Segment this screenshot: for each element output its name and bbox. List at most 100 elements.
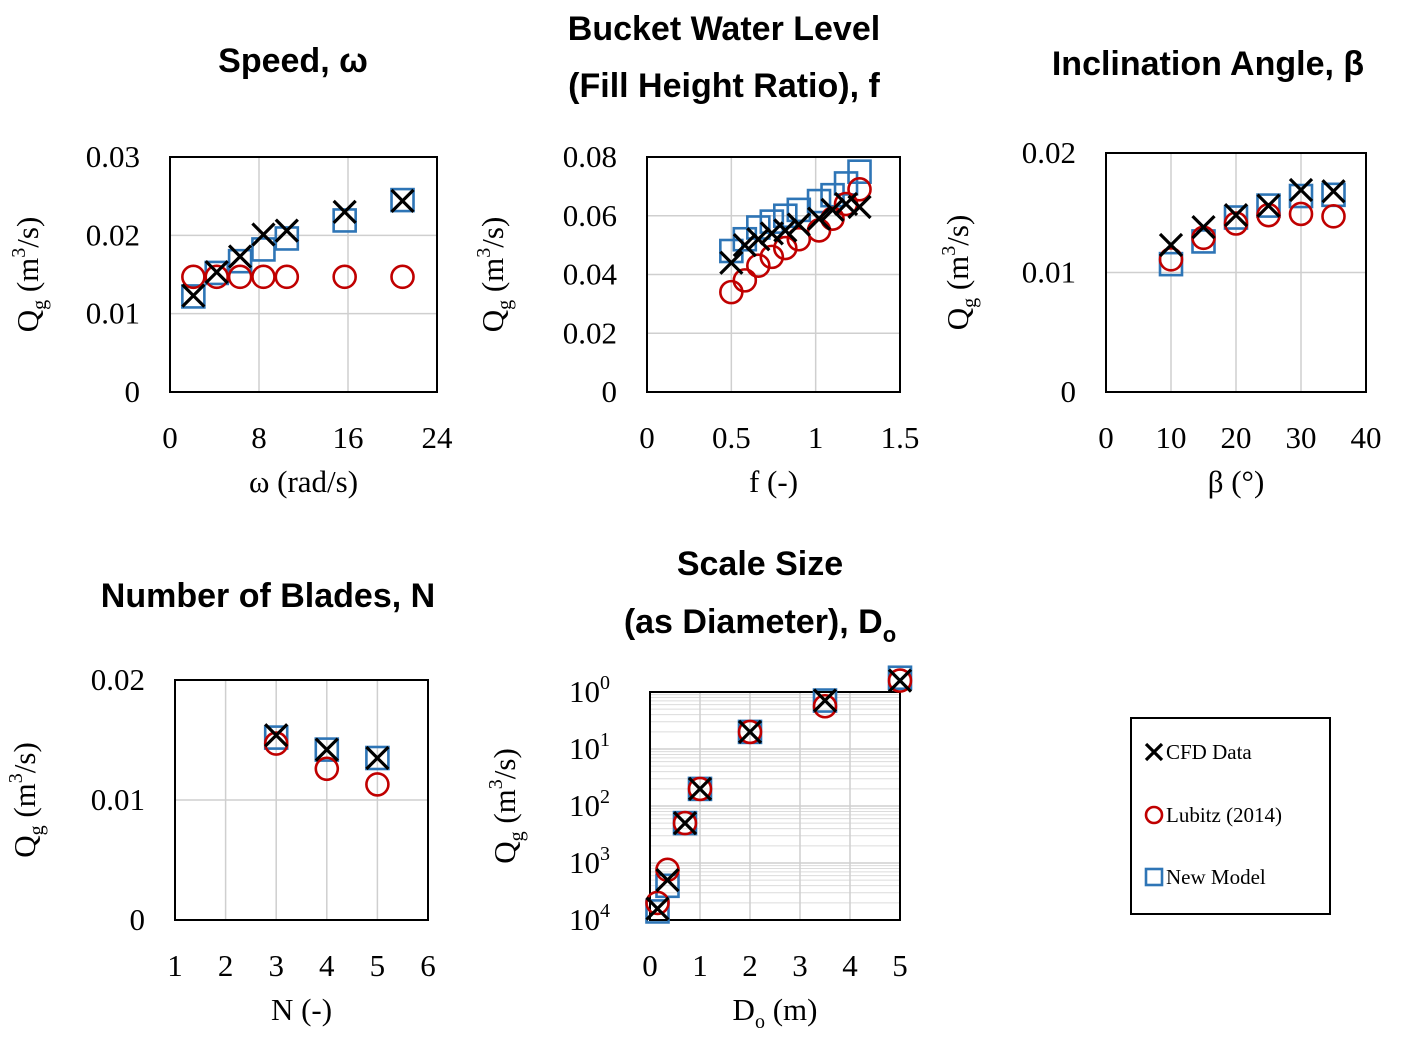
lubitz-point: [806, 218, 832, 243]
x-tick-label: 10: [1156, 420, 1187, 455]
lubitz-point: [390, 264, 415, 290]
y-tick-label: 103: [569, 843, 610, 880]
y-tick-label: 0.08: [563, 139, 617, 174]
y-tick-label: 0.02: [563, 315, 617, 350]
lubitz-point: [251, 264, 276, 290]
x-tick-label: 3: [268, 948, 284, 983]
new-model-point: [1223, 205, 1249, 230]
cfd-point: [264, 723, 289, 748]
y-axis-label: Qg (m3/s): [938, 215, 981, 331]
x-tick-label: 0.5: [712, 420, 751, 455]
cfd-point: [746, 227, 771, 252]
cfd-point: [687, 776, 713, 802]
cfd-point: [204, 260, 229, 285]
new-model-point: [1256, 193, 1281, 218]
x-tick-label: 1.5: [881, 420, 920, 455]
cfd-point: [786, 212, 811, 237]
lubitz-point: [732, 268, 758, 293]
series-lubitz: [1158, 201, 1346, 272]
chart-panel-4: Number of Blades, N 1 2 3 4 5 6 0 0.01 0.02 N (-) Q…: [5, 577, 436, 1027]
x-tick-label: 5: [892, 948, 908, 983]
new-model-point: [847, 159, 872, 184]
cfd-point: [655, 867, 680, 893]
cfd-point: [1158, 232, 1184, 258]
cfd-point: [1288, 177, 1314, 203]
new-model-point: [812, 688, 838, 713]
lubitz-point: [847, 177, 872, 202]
new-model-point: [314, 737, 340, 762]
x-tick-label: 20: [1221, 420, 1252, 455]
chart-title: (Fill Height Ratio), f: [568, 67, 880, 105]
cfd-point: [672, 810, 698, 836]
cfd-point: [847, 194, 872, 220]
y-tick-label: 0: [1061, 374, 1077, 409]
series-new-model: [1158, 182, 1346, 277]
lubitz-point: [759, 244, 785, 270]
plot-frame: [174, 679, 429, 921]
series-cfd: [264, 723, 390, 771]
legend-box: [1130, 717, 1331, 915]
x-axis-label: N (-): [271, 992, 332, 1027]
lubitz-point: [365, 772, 390, 797]
series-new-model: [181, 187, 415, 309]
x-tick-label: 24: [422, 420, 454, 455]
cfd-point: [332, 199, 357, 224]
series-lubitz: [263, 731, 390, 797]
new-model-point: [390, 187, 415, 213]
cfd-point: [1223, 203, 1249, 228]
series-lubitz: [181, 264, 415, 290]
x-tick-label: 0: [1098, 420, 1114, 455]
cfd-point: [227, 244, 253, 269]
y-tick-label: 102: [569, 786, 610, 823]
chart-panel-2: Bucket Water Level (Fill Height Ratio), f…: [473, 10, 919, 499]
lubitz-point: [1223, 211, 1249, 236]
chart-panel-5: Scale Size (as Diameter), Do 0 1 2 3 4 5 100 101 1…: [485, 545, 913, 1033]
series-new-model: [263, 725, 390, 771]
x-tick-label: 2: [742, 948, 758, 983]
chart-panel-3: Inclination Angle, β 0 10 20 30 40 0 0.01 0.02 β …: [938, 45, 1382, 499]
y-tick-label: 0: [130, 902, 146, 937]
cfd-point: [1191, 214, 1216, 240]
cfd-point: [812, 688, 838, 713]
x-tick-label: 1: [167, 948, 183, 983]
plot-frame: [1105, 152, 1367, 393]
plot-frame: [649, 691, 901, 921]
chart-title: Number of Blades, N: [101, 577, 435, 615]
lubitz-point: [332, 264, 357, 290]
new-model-point: [365, 745, 390, 771]
legend-x-marker: [1144, 742, 1164, 762]
y-tick-label: 0.01: [86, 296, 140, 331]
y-tick-label: 0.06: [563, 198, 617, 233]
chart-title: (as Diameter), Do: [624, 603, 896, 647]
x-tick-label: 1: [692, 948, 708, 983]
y-tick-label: 0.01: [1022, 255, 1076, 290]
y-tick-label: 0.02: [86, 217, 140, 252]
lubitz-point: [263, 731, 289, 756]
lubitz-point: [227, 264, 253, 290]
cfd-point: [1256, 193, 1281, 218]
series-cfd: [181, 188, 415, 308]
x-axis-label: ω (rad/s): [249, 464, 358, 499]
lubitz-point: [672, 810, 698, 836]
x-tick-label: 4: [319, 948, 335, 983]
cfd-point: [390, 188, 415, 213]
chart-title: Speed, ω: [218, 42, 368, 80]
new-model-point: [806, 188, 832, 214]
lubitz-point: [314, 756, 340, 782]
x-tick-label: 16: [333, 420, 364, 455]
cfd-point: [820, 197, 845, 223]
lubitz-point: [773, 235, 798, 261]
cfd-point: [365, 745, 390, 771]
x-tick-label: 30: [1286, 420, 1317, 455]
cfd-point: [251, 222, 276, 247]
series-cfd: [719, 191, 872, 275]
y-axis-label: Qg (m3/s): [485, 748, 528, 864]
legend-label: New Model: [1166, 865, 1266, 889]
lubitz-point: [655, 857, 680, 883]
new-model-point: [1288, 183, 1314, 209]
y-tick-label: 0: [125, 374, 141, 409]
chart-title: Scale Size: [677, 545, 843, 583]
y-tick-label: 101: [569, 729, 610, 766]
series-cfd: [645, 668, 913, 921]
